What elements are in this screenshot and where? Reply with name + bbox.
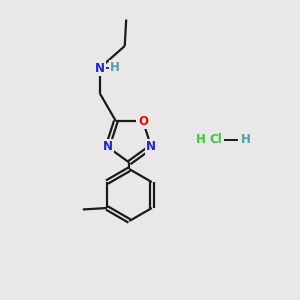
Text: H: H — [196, 133, 206, 146]
Text: O: O — [138, 115, 148, 128]
Text: H: H — [110, 61, 120, 74]
Text: Cl: Cl — [209, 133, 222, 146]
Text: H: H — [241, 133, 251, 146]
Text: N: N — [146, 140, 156, 153]
Text: N: N — [95, 61, 105, 75]
Text: N: N — [103, 140, 112, 153]
